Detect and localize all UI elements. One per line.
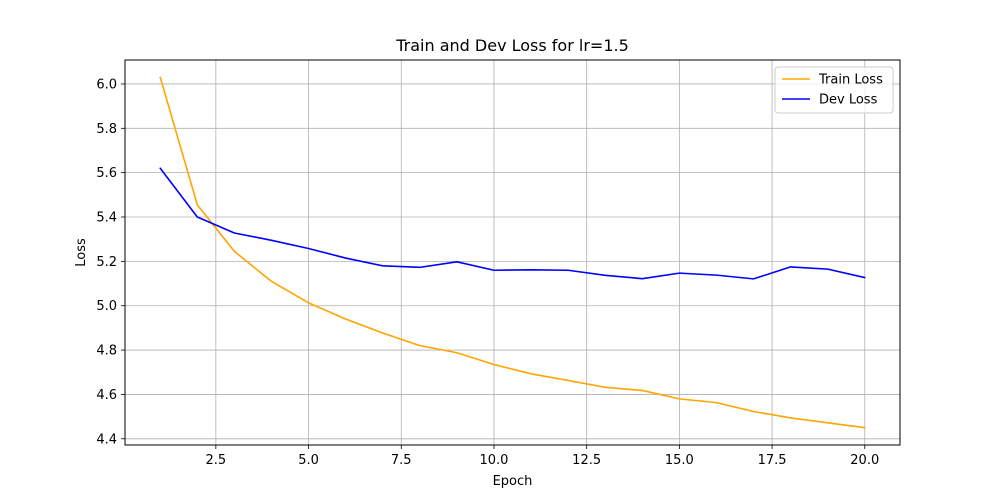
y-tick-label: 4.4	[96, 432, 117, 447]
y-tick-label: 5.8	[96, 122, 117, 137]
y-tick-label: 6.0	[96, 77, 117, 92]
x-tick-label: 2.5	[206, 453, 227, 468]
legend-label-dev-loss: Dev Loss	[819, 93, 878, 108]
y-tick-label: 5.4	[96, 211, 117, 226]
x-tick-label: 20.0	[850, 453, 879, 468]
x-axis-label: Epoch	[493, 474, 533, 489]
legend: Train Loss Dev Loss	[775, 67, 893, 113]
x-tick-label: 10.0	[479, 453, 508, 468]
y-tick-label: 4.8	[96, 344, 117, 359]
y-tick-label: 5.6	[96, 166, 117, 181]
x-tick-label: 5.0	[298, 453, 319, 468]
chart-title: Train and Dev Loss for lr=1.5	[395, 36, 629, 55]
y-tick-label: 5.2	[96, 255, 117, 270]
x-tick-label: 7.5	[391, 453, 412, 468]
x-tick-label: 12.5	[572, 453, 601, 468]
x-tick-label: 15.0	[665, 453, 694, 468]
legend-label-train-loss: Train Loss	[818, 73, 883, 88]
y-tick-label: 4.6	[96, 388, 117, 403]
y-axis-label: Loss	[74, 238, 89, 267]
x-tick-label: 17.5	[758, 453, 787, 468]
y-tick-label: 5.0	[96, 299, 117, 314]
